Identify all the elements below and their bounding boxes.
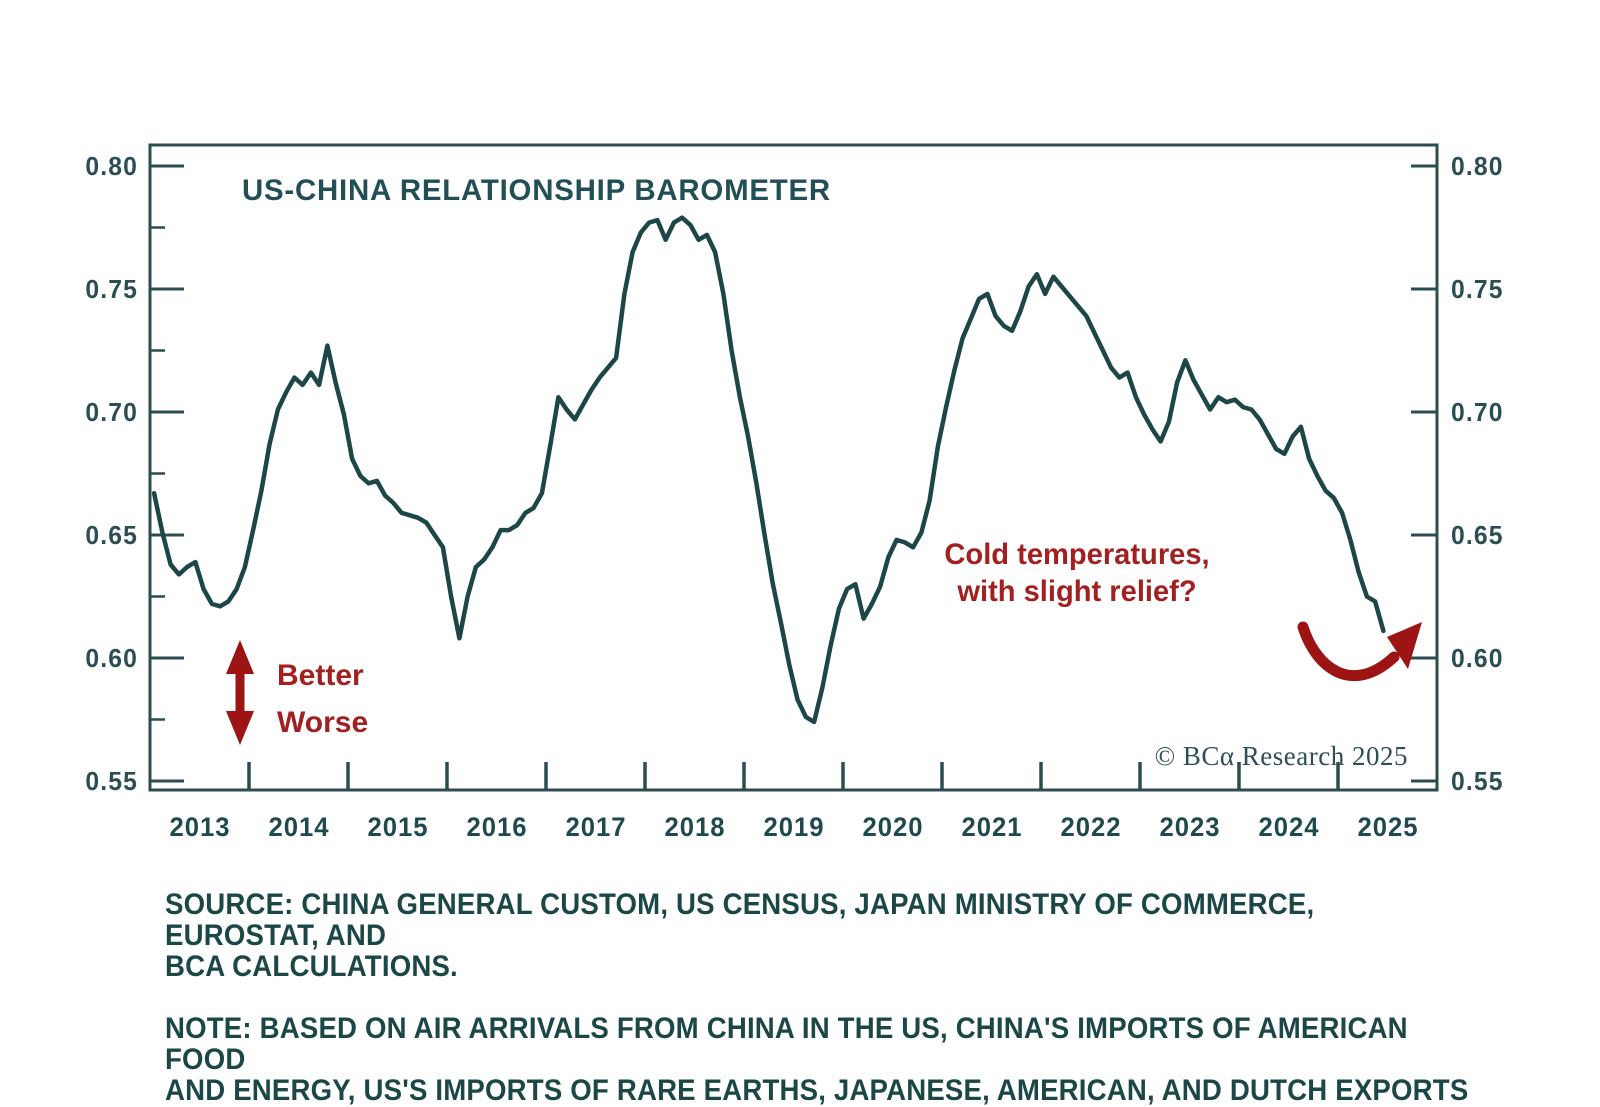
x-axis-label: 2017 bbox=[565, 812, 626, 842]
y-axis-label-right: 0.70 bbox=[1451, 397, 1504, 427]
relief-curved-arrow-icon bbox=[1297, 621, 1400, 682]
y-axis-label-right: 0.60 bbox=[1451, 643, 1504, 673]
x-axis-label: 2018 bbox=[664, 812, 725, 842]
x-axis-label: 2014 bbox=[268, 812, 329, 842]
y-axis-label-right: 0.65 bbox=[1451, 520, 1504, 550]
relief-arrow-head-icon bbox=[1387, 622, 1422, 669]
better-worse-arrow-icon bbox=[226, 640, 254, 745]
x-axis-label: 2025 bbox=[1357, 812, 1418, 842]
copyright-text: © BCα Research 2025 bbox=[1154, 741, 1408, 771]
x-axis-label: 2019 bbox=[763, 812, 824, 842]
barometer-line-series bbox=[151, 215, 1386, 725]
y-axis-label-right: 0.75 bbox=[1451, 274, 1504, 304]
chart-title: US-CHINA RELATIONSHIP BAROMETER bbox=[242, 174, 831, 207]
note-text: NOTE: BASED ON AIR ARRIVALS FROM CHINA I… bbox=[165, 1012, 1469, 1107]
worse-label: Worse bbox=[277, 706, 369, 739]
y-axis-label-right: 0.80 bbox=[1451, 151, 1504, 181]
x-axis-label: 2016 bbox=[466, 812, 527, 842]
better-label: Better bbox=[277, 659, 364, 692]
y-axis-label-left: 0.75 bbox=[85, 274, 138, 304]
x-axis-label: 2021 bbox=[961, 812, 1022, 842]
axis-ticks bbox=[150, 164, 1437, 790]
x-axis-label: 2015 bbox=[367, 812, 428, 842]
source-text: SOURCE: CHINA GENERAL CUSTOM, US CENSUS,… bbox=[165, 888, 1315, 983]
y-axis-label-left: 0.55 bbox=[85, 766, 138, 796]
y-axis-label-left: 0.60 bbox=[85, 643, 138, 673]
y-axis-label-left: 0.65 bbox=[85, 520, 138, 550]
plot-frame bbox=[148, 143, 1439, 792]
cold-temperatures-line2: with slight relief? bbox=[957, 575, 1197, 608]
y-axis-label-left: 0.80 bbox=[85, 151, 138, 181]
y-axis-label-left: 0.70 bbox=[85, 397, 138, 427]
x-axis-label: 2013 bbox=[169, 812, 230, 842]
footer-block: SOURCE: CHINA GENERAL CUSTOM, US CENSUS,… bbox=[165, 858, 1471, 1107]
x-axis-label: 2020 bbox=[862, 812, 923, 842]
x-axis-label: 2023 bbox=[1159, 812, 1220, 842]
y-axis-label-right: 0.55 bbox=[1451, 766, 1504, 796]
x-axis-label: 2024 bbox=[1258, 812, 1319, 842]
cold-temperatures-line1: Cold temperatures, bbox=[944, 538, 1210, 571]
x-axis-label: 2022 bbox=[1060, 812, 1121, 842]
